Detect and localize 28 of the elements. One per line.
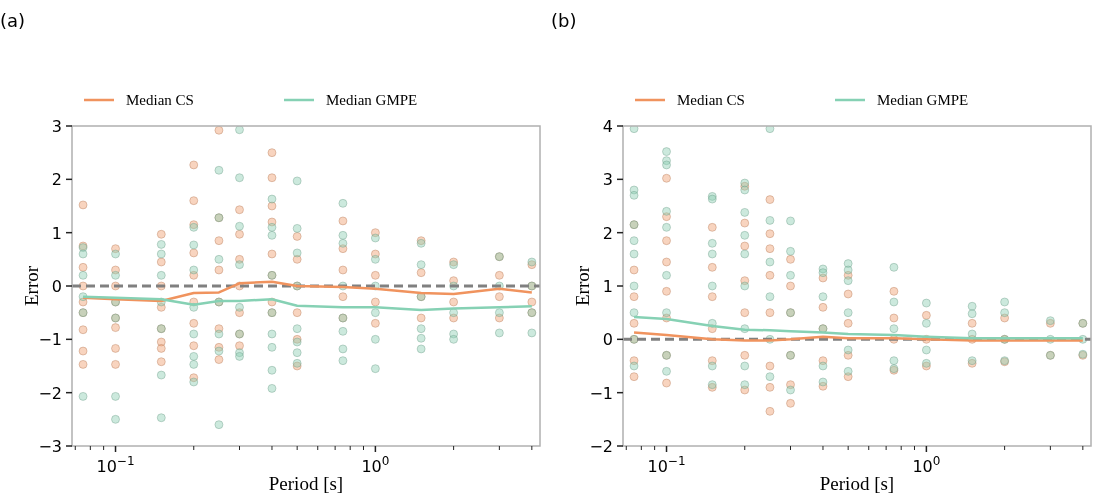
y-tick-label: −3: [38, 437, 62, 456]
x-tick-label: 10$^{0}$: [912, 454, 941, 476]
y-tick-label: −2: [38, 383, 62, 403]
y-axis-title: Error: [21, 265, 42, 307]
x-axis-title: Period [s]: [819, 473, 895, 494]
legend-label: Median GMPE: [877, 92, 969, 108]
y-tick-label: −2: [589, 437, 613, 456]
y-axis-title: Error: [572, 265, 593, 307]
y-tick-label: 3: [51, 117, 62, 136]
x-tick-label: 10$^{−1}$: [96, 454, 135, 476]
chart-title: (a): [0, 10, 26, 31]
y-tick-label: 1: [602, 277, 613, 296]
legend-label: Median CS: [677, 92, 745, 108]
y-tick-label: 3: [602, 170, 613, 190]
chart-title: (b): [551, 10, 577, 31]
x-axis-title: Period [s]: [268, 473, 344, 494]
y-tick-label: 1: [51, 223, 62, 243]
x-tick-label: 10$^{−1}$: [647, 454, 686, 476]
y-tick-label: 0: [51, 277, 62, 296]
y-tick-label: 4: [602, 117, 613, 136]
y-tick-label: −1: [38, 330, 62, 350]
x-tick-label: 10$^{0}$: [361, 454, 390, 476]
y-tick-label: 2: [51, 170, 62, 190]
y-tick-label: −1: [589, 383, 613, 403]
legend-label: Median GMPE: [326, 92, 418, 108]
y-tick-label: 0: [602, 330, 613, 350]
legend-label: Median CS: [126, 92, 194, 108]
y-tick-label: 2: [602, 223, 613, 243]
